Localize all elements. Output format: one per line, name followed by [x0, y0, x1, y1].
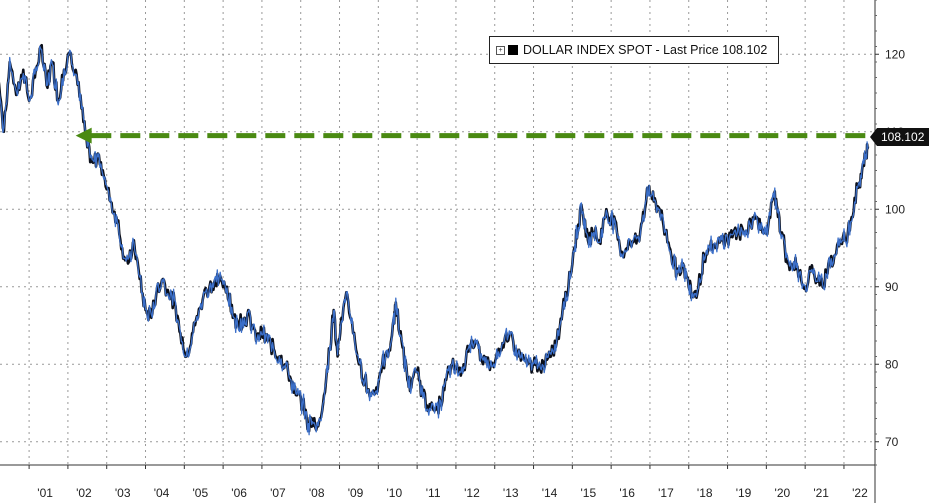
x-tick-label: '18	[697, 486, 713, 500]
series-line	[0, 45, 869, 436]
x-tick-label: '11	[426, 486, 441, 500]
legend-label: DOLLAR INDEX SPOT - Last Price 108.102	[523, 43, 768, 57]
x-tick-label: '22	[852, 486, 868, 500]
legend: + DOLLAR INDEX SPOT - Last Price 108.102	[489, 36, 779, 64]
expand-icon[interactable]: +	[496, 45, 505, 55]
x-tick-label: '05	[192, 486, 208, 500]
x-tick-label: '15	[581, 486, 597, 500]
x-tick-label: '17	[658, 486, 674, 500]
x-tick-label: '16	[619, 486, 635, 500]
y-tick-label: 90	[885, 280, 899, 294]
x-tick-label: '20	[775, 486, 791, 500]
x-tick-label: '21	[813, 486, 829, 500]
series-swatch	[508, 45, 518, 55]
x-tick-label: '07	[270, 486, 286, 500]
last-price-tag: 108.102	[870, 128, 929, 146]
x-tick-label: '06	[231, 486, 247, 500]
x-tick-label: '01	[37, 486, 53, 500]
annotation-arrowhead	[75, 127, 92, 144]
y-tick-label: 80	[885, 357, 899, 371]
x-tick-label: '08	[309, 486, 325, 500]
x-tick-label: '03	[115, 486, 131, 500]
x-tick-label: '10	[387, 486, 403, 500]
x-tick-label: '02	[76, 486, 92, 500]
x-tick-label: '04	[154, 486, 170, 500]
x-tick-label: '09	[348, 486, 364, 500]
y-tick-label: 120	[885, 47, 905, 61]
y-tick-label: 70	[885, 435, 899, 449]
x-tick-label: '19	[736, 486, 752, 500]
series-line-shadow	[0, 43, 870, 433]
x-tick-label: '12	[464, 486, 480, 500]
x-tick-label: '13	[503, 486, 519, 500]
y-tick-label: 100	[885, 202, 905, 216]
x-tick-label: '14	[542, 486, 558, 500]
